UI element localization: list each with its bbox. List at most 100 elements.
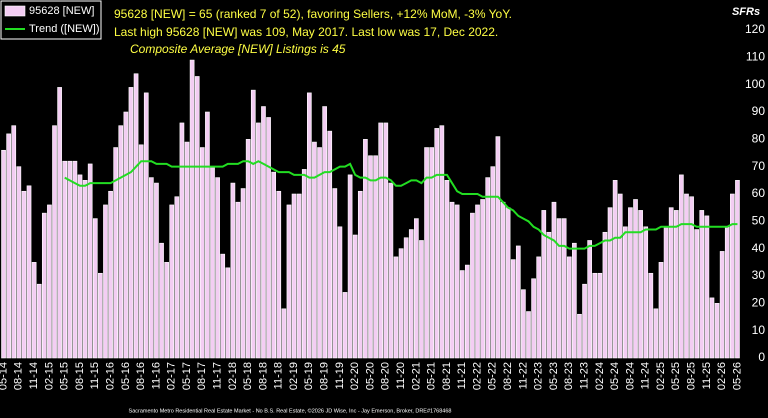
bar: [500, 201, 506, 359]
bar: [276, 190, 282, 359]
x-tick-label: 08-20: [380, 362, 392, 390]
legend-swatch: [4, 5, 26, 17]
x-tick-label: 08-14: [13, 362, 25, 390]
bar: [607, 207, 613, 359]
x-tick-label: 02-23: [533, 362, 545, 390]
bar: [398, 248, 404, 359]
bar: [21, 190, 27, 359]
x-tick-label: 11-16: [150, 362, 162, 389]
y-tick-label: 120: [745, 22, 765, 36]
bar: [98, 272, 103, 359]
bar: [475, 204, 480, 359]
bar: [138, 144, 144, 359]
legend-label: Trend ([NEW]): [29, 23, 100, 35]
y-tick-label: 20: [752, 296, 766, 310]
y-tick-label: 60: [752, 186, 766, 200]
x-tick-label: 08-17: [196, 362, 208, 390]
bar: [414, 218, 419, 359]
y-tick-label: 70: [752, 159, 766, 173]
bar: [454, 204, 460, 359]
annotation: 95628 [NEW] = 65 (ranked 7 of 52), favor…: [114, 7, 512, 21]
x-tick-label: 02-17: [166, 362, 178, 390]
bar: [154, 182, 159, 359]
x-tick-label: 05-23: [548, 362, 560, 390]
bar: [245, 139, 251, 359]
x-tick-label: 05-15: [59, 362, 71, 390]
bar: [1, 149, 6, 359]
bar: [490, 166, 496, 359]
bar: [36, 283, 42, 359]
bar: [617, 193, 623, 359]
x-tick-label: 11-20: [395, 362, 407, 389]
x-tick-label: 11-19: [334, 362, 346, 389]
x-tick-label: 11-14: [28, 362, 40, 389]
x-tick-label: 05-26: [731, 362, 743, 390]
bar: [658, 262, 664, 359]
y-tick-label: 50: [752, 214, 766, 228]
x-tick-label: 02-24: [594, 362, 606, 390]
bar: [536, 256, 542, 359]
x-tick-label: 05-18: [242, 362, 254, 390]
bar: [551, 201, 557, 359]
legend-label: 95628 [NEW]: [29, 5, 94, 17]
bar: [327, 130, 333, 359]
bar: [694, 229, 700, 359]
bar: [240, 188, 246, 359]
bar: [179, 122, 185, 359]
x-tick-label: 08-19: [319, 362, 331, 390]
bar: [459, 270, 465, 359]
bar: [108, 190, 113, 359]
bar: [689, 196, 694, 359]
bar: [164, 262, 169, 359]
bar: [673, 210, 679, 359]
bar: [113, 147, 119, 359]
bar: [174, 196, 180, 359]
bar: [684, 193, 689, 359]
bar: [408, 229, 414, 359]
bar: [169, 204, 175, 359]
bar: [92, 218, 98, 359]
x-tick-label: 11-21: [456, 362, 468, 389]
bar: [149, 177, 154, 359]
bar: [189, 59, 195, 359]
bar: [648, 272, 654, 359]
x-tick-label: 11-25: [701, 362, 713, 389]
bar: [159, 242, 164, 359]
bar: [653, 308, 659, 359]
bar: [388, 182, 394, 359]
x-tick-label: 02-16: [104, 362, 116, 390]
x-tick-label: 02-26: [716, 362, 728, 390]
x-tick-label: 02-15: [43, 362, 55, 390]
y-tick-label: 40: [752, 241, 766, 255]
bar: [62, 160, 68, 359]
x-tick-label: 08-15: [74, 362, 86, 390]
bar: [194, 76, 200, 359]
x-tick-label: 05-20: [364, 362, 376, 390]
bar: [556, 218, 562, 359]
bar: [72, 160, 78, 359]
bar: [668, 207, 674, 359]
bar: [424, 147, 429, 359]
bar: [205, 111, 210, 359]
bar: [128, 87, 134, 359]
bar: [724, 226, 730, 359]
bar: [597, 272, 603, 359]
bar: [521, 289, 526, 359]
x-tick-label: 08-24: [624, 362, 636, 390]
x-tick-label: 02-25: [655, 362, 667, 390]
x-tick-label: 02-21: [410, 362, 422, 390]
bar: [622, 226, 628, 359]
bar: [470, 212, 475, 359]
y-tick-label: 100: [745, 77, 765, 91]
x-tick-label: 08-25: [685, 362, 697, 390]
x-tick-label: 05-16: [120, 362, 132, 390]
trend-line: [64, 160, 738, 250]
bar: [582, 283, 587, 359]
bar: [363, 139, 368, 359]
bar: [735, 180, 740, 359]
bar: [16, 166, 22, 359]
x-tick-label: 11-17: [212, 362, 224, 389]
bar: [133, 73, 139, 359]
bar: [434, 128, 440, 359]
bar: [699, 210, 705, 359]
